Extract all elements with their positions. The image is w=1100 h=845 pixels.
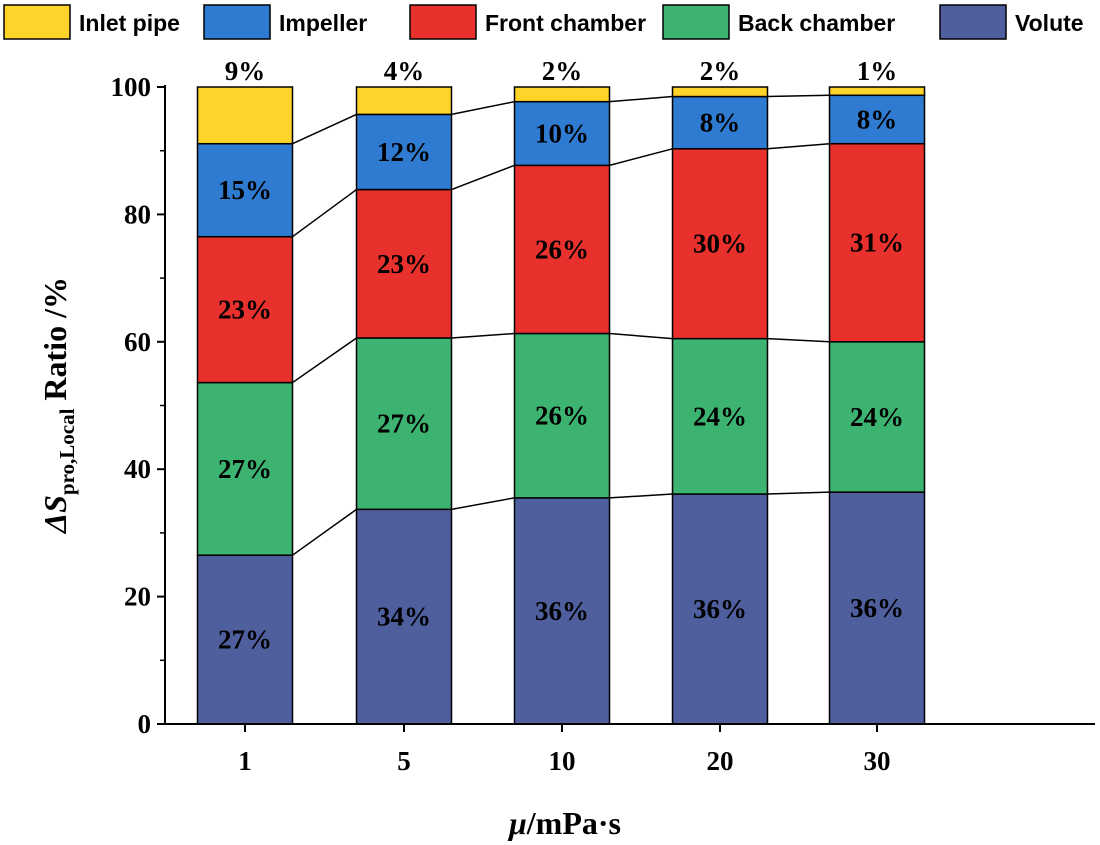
- x-tick-label-10: 10: [549, 746, 576, 776]
- data-label-volute-1: 27%: [218, 625, 272, 655]
- data-label-volute-5: 34%: [377, 602, 431, 632]
- axes: 0 20 40 60 80 100 1 5 10 20 30 μ/mPa·s ΔSpro,Local R…: [37, 72, 1095, 841]
- bar-front-chamber-5: [355, 188, 453, 339]
- y-tick-label-60: 60: [124, 327, 151, 357]
- y-tick-label-0: 0: [138, 709, 152, 739]
- connector-2-0: [292, 188, 357, 238]
- connector-0-2: [609, 493, 673, 499]
- bar-back-chamber-10: [513, 332, 611, 499]
- bar-back-chamber-1: [196, 381, 294, 556]
- data-label-back-chamber-5: 27%: [377, 409, 431, 439]
- y-tick-label-100: 100: [111, 72, 152, 102]
- legend-label-front-chamber: Front chamber: [485, 10, 646, 36]
- legend-swatch-impeller: [203, 4, 271, 40]
- data-label-volute-20: 36%: [693, 594, 747, 624]
- data-label-impeller-10: 10%: [535, 119, 589, 149]
- data-label-front-chamber-5: 23%: [377, 249, 431, 279]
- bar-impeller-20: [671, 95, 769, 150]
- legend-label-volute: Volute: [1015, 10, 1084, 36]
- connector-lines: [292, 94, 830, 556]
- connector-2-3: [767, 142, 830, 150]
- data-label-volute-30: 36%: [850, 593, 904, 623]
- connector-1-3: [767, 337, 830, 343]
- connector-3-1: [451, 100, 515, 116]
- data-label-inlet-pipe-30: 1%: [857, 56, 898, 86]
- x-tick-label-30: 30: [864, 746, 891, 776]
- bar-inlet-pipe-20: [671, 86, 769, 98]
- bars: [196, 86, 926, 725]
- connector-0-1: [451, 497, 515, 511]
- data-label-back-chamber-20: 24%: [693, 401, 747, 431]
- connector-2-2: [609, 148, 673, 167]
- bar-front-chamber-20: [671, 148, 769, 340]
- bar-inlet-pipe-30: [828, 86, 926, 97]
- bar-inlet-pipe-1: [196, 86, 294, 145]
- data-label-inlet-pipe-20: 2%: [700, 56, 741, 86]
- bar-front-chamber-1: [196, 235, 294, 384]
- bar-inlet-pipe-10: [513, 86, 611, 103]
- connector-3-2: [609, 95, 673, 103]
- bar-back-chamber-20: [671, 337, 769, 495]
- connector-0-0: [292, 508, 357, 556]
- x-axis-title: μ/mPa·s: [507, 805, 621, 841]
- bar-back-chamber-30: [828, 341, 926, 493]
- legend: Inlet pipe Impeller Front chamber Back cham…: [3, 4, 1084, 40]
- data-label-inlet-pipe-10: 2%: [542, 56, 583, 86]
- bar-volute-30: [828, 491, 926, 725]
- legend-swatch-inlet-pipe: [3, 4, 71, 40]
- y-tick-label-20: 20: [124, 582, 151, 612]
- y-axis-title: ΔSpro,Local Ratio /%: [37, 277, 79, 535]
- bar-front-chamber-30: [828, 142, 926, 343]
- connector-3-3: [767, 94, 830, 98]
- bar-front-chamber-10: [513, 164, 611, 335]
- connector-1-1: [451, 332, 515, 339]
- legend-swatch-back-chamber: [662, 4, 730, 40]
- y-tick-label-80: 80: [124, 199, 151, 229]
- data-label-back-chamber-30: 24%: [850, 402, 904, 432]
- legend-label-back-chamber: Back chamber: [738, 10, 895, 36]
- bar-impeller-5: [355, 113, 453, 191]
- data-label-impeller-1: 15%: [218, 175, 272, 205]
- segment-labels: 27% 34% 36% 36% 36% 27% 27% 26% 24% 24% 23% 23% 26% 3…: [218, 56, 904, 655]
- bar-inlet-pipe-5: [355, 86, 453, 116]
- x-tick-label-20: 20: [707, 746, 734, 776]
- connector-3-0: [292, 113, 357, 145]
- data-label-impeller-20: 8%: [700, 108, 741, 138]
- legend-label-inlet-pipe: Inlet pipe: [79, 10, 180, 36]
- x-tick-label-1: 1: [238, 746, 252, 776]
- legend-swatch-front-chamber: [409, 4, 477, 40]
- data-label-inlet-pipe-5: 4%: [384, 56, 425, 86]
- x-tick-label-5: 5: [397, 746, 411, 776]
- data-label-front-chamber-10: 26%: [535, 234, 589, 264]
- data-label-volute-10: 36%: [535, 596, 589, 626]
- data-label-front-chamber-30: 31%: [850, 228, 904, 258]
- connector-2-1: [451, 164, 515, 191]
- data-label-front-chamber-1: 23%: [218, 295, 272, 325]
- data-label-front-chamber-20: 30%: [693, 229, 747, 259]
- connector-1-0: [292, 337, 357, 384]
- data-label-back-chamber-1: 27%: [218, 454, 272, 484]
- data-label-impeller-30: 8%: [857, 104, 898, 134]
- data-label-impeller-5: 12%: [377, 137, 431, 167]
- bar-impeller-1: [196, 142, 294, 238]
- data-label-back-chamber-10: 26%: [535, 401, 589, 431]
- connector-0-3: [767, 491, 830, 495]
- data-label-inlet-pipe-1: 9%: [225, 56, 266, 86]
- y-tick-label-40: 40: [124, 454, 151, 484]
- legend-label-impeller: Impeller: [279, 10, 367, 36]
- legend-swatch-volute: [939, 4, 1007, 40]
- bar-volute-20: [671, 493, 769, 725]
- connector-1-2: [609, 332, 673, 340]
